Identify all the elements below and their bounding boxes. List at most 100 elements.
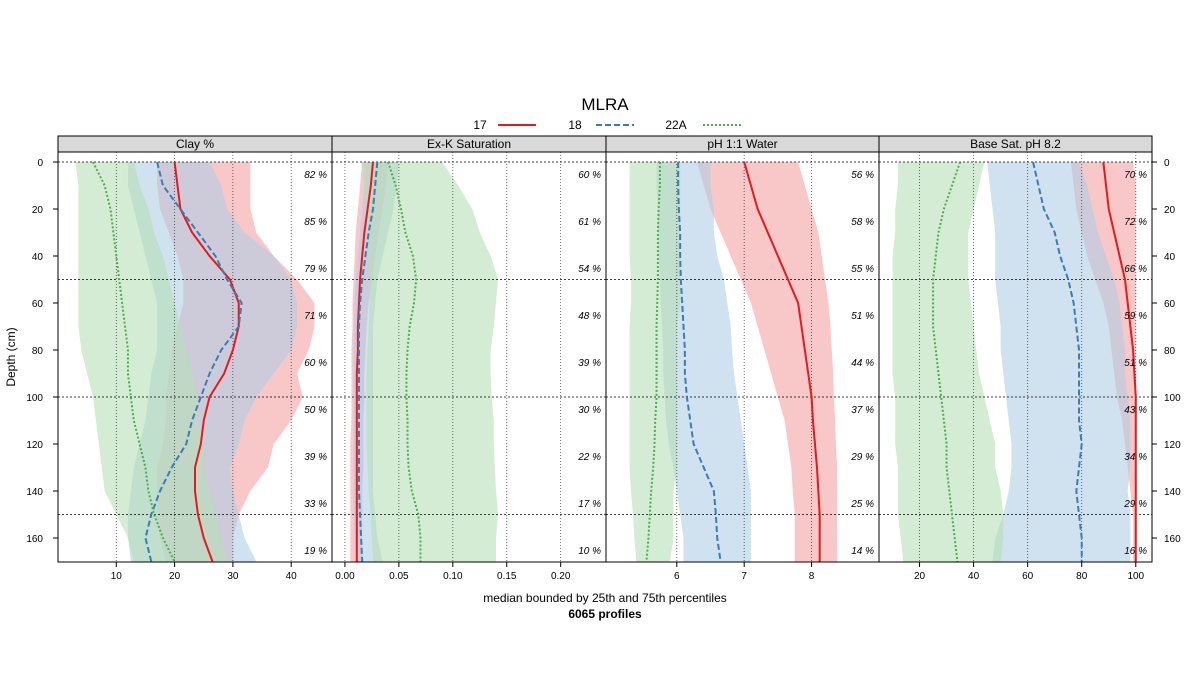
band-18 <box>987 162 1131 562</box>
y-axis: 0 0 20 20 40 40 60 60 80 80 100 100 120 120 140 140 160 1… <box>26 158 1181 545</box>
percent-label: 51 % <box>1124 358 1147 369</box>
chart-title: MLRA <box>581 95 629 114</box>
percent-label: 30 % <box>578 405 601 416</box>
panel-2: pH 1:1 Water 56 % 58 % 55 % 51 % 44 % 37 % 29 %… <box>605 135 880 582</box>
percent-label: 71 % <box>304 311 327 322</box>
percent-label: 56 % <box>851 170 874 181</box>
x-tick-label: 0.00 <box>335 571 355 582</box>
percent-label: 29 % <box>1123 499 1147 510</box>
legend-label-17: 17 <box>473 118 487 132</box>
panel-strip-label: Ex-K Saturation <box>427 137 511 151</box>
y-tick-label-left: 20 <box>32 205 44 216</box>
percent-label: 16 % <box>1124 546 1147 557</box>
percent-label: 59 % <box>1124 311 1147 322</box>
median-line-22A <box>387 161 422 562</box>
legend-label-22A: 22A <box>665 118 686 132</box>
x-axis-label: median bounded by 25th and 75th percenti… <box>483 591 727 605</box>
y-tick-label-right: 60 <box>1164 299 1176 310</box>
percent-label: 72 % <box>1124 217 1147 228</box>
y-tick-label-left: 160 <box>26 534 43 545</box>
x-tick-label: 7 <box>741 571 747 582</box>
x-tick-label: 80 <box>1076 571 1088 582</box>
median-line-17 <box>173 161 240 562</box>
panel-0: Clay % 82 % 85 % 79 % 71 % 60 % 50 % 39 % 33 % 19… <box>57 135 333 582</box>
panel-strip-label: pH 1:1 Water <box>707 137 777 151</box>
percent-label: 66 % <box>1124 264 1147 275</box>
y-tick-label-left: 60 <box>32 299 44 310</box>
percent-label: 14 % <box>851 546 874 557</box>
panels: Clay % 82 % 85 % 79 % 71 % 60 % 50 % 39 % 33 % 19… <box>57 135 1153 582</box>
percent-label: 39 % <box>304 452 327 463</box>
panel-plot <box>332 152 606 562</box>
x-tick-label: 0.05 <box>389 571 409 582</box>
median-line-22A <box>92 161 176 562</box>
percent-label: 70 % <box>1124 170 1147 181</box>
percent-label: 33 % <box>304 499 327 510</box>
percent-label: 25 % <box>850 499 874 510</box>
percent-label: 79 % <box>304 264 327 275</box>
percent-label: 58 % <box>851 217 874 228</box>
profile-count: 6065 profiles <box>568 607 642 621</box>
y-tick-label-right: 140 <box>1164 487 1181 498</box>
percent-label: 37 % <box>851 405 874 416</box>
x-tick-label: 10 <box>111 571 123 582</box>
y-tick-label-right: 80 <box>1164 346 1176 357</box>
band-22A <box>629 162 681 562</box>
panel-strip-label: Clay % <box>176 137 214 151</box>
percent-label: 22 % <box>577 452 601 463</box>
x-tick-label: 6 <box>674 571 680 582</box>
panel-strip-label: Base Sat. pH 8.2 <box>970 137 1061 151</box>
percent-label: 34 % <box>1124 452 1147 463</box>
x-tick-label: 20 <box>169 571 181 582</box>
band-22A <box>75 162 228 562</box>
median-line-17 <box>1102 161 1137 562</box>
y-tick-label-right: 20 <box>1164 205 1176 216</box>
percent-label: 44 % <box>851 358 874 369</box>
median-line-22A <box>645 162 661 562</box>
y-tick-label-left: 120 <box>26 440 43 451</box>
band-22A <box>892 162 1004 562</box>
percent-label: 61 % <box>578 217 601 228</box>
x-tick-label: 40 <box>968 571 980 582</box>
median-line-17 <box>743 161 821 562</box>
x-tick-label: 0.15 <box>497 571 517 582</box>
median-line-22A <box>932 161 962 562</box>
legend: 17 18 22A <box>473 118 741 132</box>
percent-label: 51 % <box>851 311 874 322</box>
panel-plot <box>606 152 879 562</box>
x-tick-label: 100 <box>1127 571 1144 582</box>
panel-1: Ex-K Saturation 60 % 61 % 54 % 48 % 39 % 30 % 2… <box>331 135 607 582</box>
y-tick-label-right: 0 <box>1164 158 1170 169</box>
band-17 <box>697 162 838 562</box>
y-tick-label-left: 100 <box>26 393 43 404</box>
percent-label: 17 % <box>578 499 601 510</box>
y-tick-label-right: 40 <box>1164 252 1176 263</box>
percent-label: 10 % <box>578 546 601 557</box>
y-tick-label-right: 100 <box>1164 393 1181 404</box>
median-line-18 <box>357 161 379 562</box>
y-tick-label-right: 160 <box>1164 534 1181 545</box>
median-line-18 <box>677 162 722 562</box>
x-tick-label: 0.10 <box>443 571 463 582</box>
x-tick-label: 8 <box>809 571 815 582</box>
x-tick-label: 40 <box>286 571 298 582</box>
percent-label: 60 % <box>578 170 601 181</box>
x-tick-label: 20 <box>914 571 926 582</box>
percent-label: 60 % <box>304 358 327 369</box>
y-tick-label-right: 120 <box>1164 440 1181 451</box>
y-tick-label-left: 80 <box>32 346 44 357</box>
percent-label: 39 % <box>578 358 601 369</box>
percent-label: 55 % <box>851 264 874 275</box>
panel-frame <box>878 151 1153 563</box>
band-22A <box>361 162 499 562</box>
x-tick-label: 0.20 <box>551 571 571 582</box>
percent-label: 43 % <box>1124 405 1147 416</box>
percent-label: 29 % <box>850 452 874 463</box>
percent-label: 50 % <box>304 405 327 416</box>
y-tick-label-left: 140 <box>26 487 43 498</box>
percent-label: 48 % <box>578 311 601 322</box>
panel-3: Base Sat. pH 8.2 70 % 72 % 66 % 59 % 51 % 43 %… <box>878 135 1153 582</box>
y-tick-label-left: 0 <box>37 158 43 169</box>
x-tick-label: 30 <box>227 571 239 582</box>
